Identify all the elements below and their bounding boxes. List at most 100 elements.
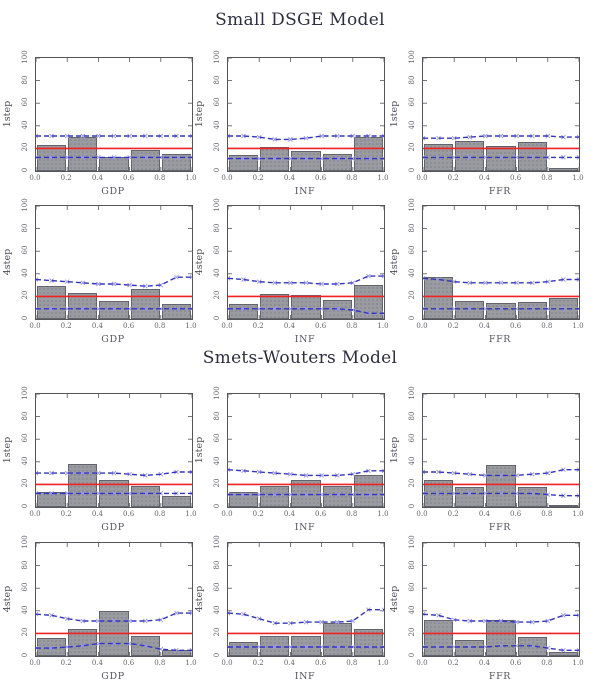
subplot-1step-ffr: 1step 0 20 40 60 80 100 0.0 0.2 0.4 0.6 0.8 1.0 FFR bbox=[388, 386, 584, 548]
x-tick-label: 1.0 bbox=[377, 659, 389, 667]
x-tick-label: 1.0 bbox=[377, 174, 389, 182]
x-tick-label: 0.6 bbox=[510, 174, 522, 182]
y-axis-label: 1step bbox=[389, 436, 400, 463]
x-tick-label: 0.6 bbox=[123, 659, 135, 667]
axis-ticks bbox=[36, 58, 192, 171]
x-tick-label: 0.2 bbox=[60, 659, 72, 667]
upper-band-line bbox=[36, 612, 192, 622]
y-tick-label: 100 bbox=[213, 198, 221, 212]
histogram-bar bbox=[229, 642, 259, 656]
x-tick-label: 1.0 bbox=[572, 659, 584, 667]
histogram-bar bbox=[486, 619, 516, 656]
subplot-4step-inf: 4step 0 20 40 60 80 100 0.0 0.2 0.4 0.6 0.8 1.0 INF bbox=[193, 198, 389, 360]
y-tick-label: 40 bbox=[213, 268, 221, 278]
x-tick-label: 0.2 bbox=[447, 510, 459, 518]
histogram-bar bbox=[548, 504, 578, 507]
x-tick-label: 0.6 bbox=[315, 174, 327, 182]
y-axis-label: 4step bbox=[194, 585, 205, 612]
y-tick-label: 20 bbox=[408, 627, 416, 637]
x-tick-label: 0.6 bbox=[315, 659, 327, 667]
x-tick-label: 0.0 bbox=[221, 174, 233, 182]
x-tick-label: 1.0 bbox=[377, 510, 389, 518]
plot-overlay bbox=[228, 206, 384, 319]
y-tick-label: 100 bbox=[21, 50, 29, 64]
y-tick-label: 40 bbox=[213, 605, 221, 615]
y-tick-label: 40 bbox=[408, 268, 416, 278]
x-tick-label: 0.0 bbox=[221, 510, 233, 518]
y-tick-label: 60 bbox=[21, 433, 29, 443]
y-tick-label: 80 bbox=[408, 75, 416, 85]
y-axis-label: 1step bbox=[194, 436, 205, 463]
x-axis-label: INF bbox=[294, 522, 316, 533]
y-tick-label: 40 bbox=[21, 605, 29, 615]
histogram-bar bbox=[548, 651, 578, 656]
lower-band-line bbox=[36, 642, 192, 652]
y-tick-label: 80 bbox=[21, 223, 29, 233]
y-tick-label: 20 bbox=[21, 627, 29, 637]
axis-ticks bbox=[36, 394, 192, 507]
y-tick-label: 80 bbox=[21, 75, 29, 85]
x-axis-label: INF bbox=[294, 671, 316, 682]
x-tick-label: 0.4 bbox=[91, 174, 103, 182]
histogram-bar bbox=[130, 485, 160, 507]
histogram-bar bbox=[68, 464, 98, 507]
histogram-bar bbox=[161, 154, 191, 171]
histogram-bar bbox=[260, 635, 290, 656]
lower-band-line bbox=[423, 492, 579, 497]
plot-area bbox=[35, 542, 193, 657]
y-tick-label: 20 bbox=[408, 478, 416, 488]
x-tick-label: 0.6 bbox=[510, 322, 522, 330]
histogram-bar bbox=[486, 303, 516, 319]
subplot-1step-inf: 1step 0 20 40 60 80 100 0.0 0.2 0.4 0.6 0.8 1.0 INF bbox=[193, 50, 389, 212]
y-tick-label: 60 bbox=[213, 582, 221, 592]
y-axis-label: 4step bbox=[2, 248, 13, 275]
y-tick-label: 80 bbox=[213, 75, 221, 85]
upper-band-line bbox=[423, 135, 579, 139]
plot-area bbox=[35, 57, 193, 172]
y-tick-label: 100 bbox=[21, 535, 29, 549]
upper-band-markers bbox=[423, 467, 579, 478]
x-tick-label: 0.6 bbox=[123, 174, 135, 182]
histogram-bar bbox=[291, 150, 321, 171]
y-tick-label: 20 bbox=[213, 142, 221, 152]
x-tick-label: 0.8 bbox=[154, 174, 166, 182]
subplot-4step-inf: 4step 0 20 40 60 80 100 0.0 0.2 0.4 0.6 0.8 1.0 INF bbox=[193, 535, 389, 696]
x-tick-label: 1.0 bbox=[572, 322, 584, 330]
upper-band-markers bbox=[228, 133, 384, 142]
x-tick-label: 0.6 bbox=[123, 510, 135, 518]
plot-overlay bbox=[228, 394, 384, 507]
axis-ticks bbox=[423, 543, 579, 656]
axis-ticks bbox=[423, 206, 579, 319]
y-tick-label: 40 bbox=[213, 120, 221, 130]
x-tick-label: 0.4 bbox=[283, 322, 295, 330]
y-tick-label: 80 bbox=[213, 223, 221, 233]
y-tick-label: 100 bbox=[21, 386, 29, 400]
x-axis-label: GDP bbox=[101, 186, 125, 197]
y-tick-label: 100 bbox=[408, 535, 416, 549]
y-tick-label: 20 bbox=[213, 627, 221, 637]
axis-ticks bbox=[423, 58, 579, 171]
plot-area bbox=[422, 57, 580, 172]
y-tick-label: 80 bbox=[408, 411, 416, 421]
upper-band-line bbox=[36, 471, 192, 477]
x-tick-label: 1.0 bbox=[572, 510, 584, 518]
plot-overlay bbox=[423, 543, 579, 656]
histogram-bar bbox=[68, 293, 98, 319]
x-tick-label: 0.4 bbox=[91, 659, 103, 667]
x-tick-label: 1.0 bbox=[185, 659, 197, 667]
x-axis-label: FFR bbox=[488, 334, 512, 345]
y-tick-label: 40 bbox=[21, 120, 29, 130]
axis-ticks bbox=[36, 543, 192, 656]
x-tick-label: 1.0 bbox=[572, 174, 584, 182]
x-tick-label: 0.4 bbox=[91, 322, 103, 330]
y-tick-label: 60 bbox=[21, 245, 29, 255]
x-tick-label: 0.2 bbox=[447, 659, 459, 667]
x-tick-label: 0.8 bbox=[346, 322, 358, 330]
upper-band-line bbox=[228, 275, 384, 285]
y-tick-label: 80 bbox=[408, 223, 416, 233]
x-tick-label: 0.4 bbox=[478, 659, 490, 667]
histogram-bar bbox=[260, 485, 290, 507]
x-tick-label: 0.6 bbox=[510, 659, 522, 667]
upper-band-markers bbox=[228, 273, 384, 287]
